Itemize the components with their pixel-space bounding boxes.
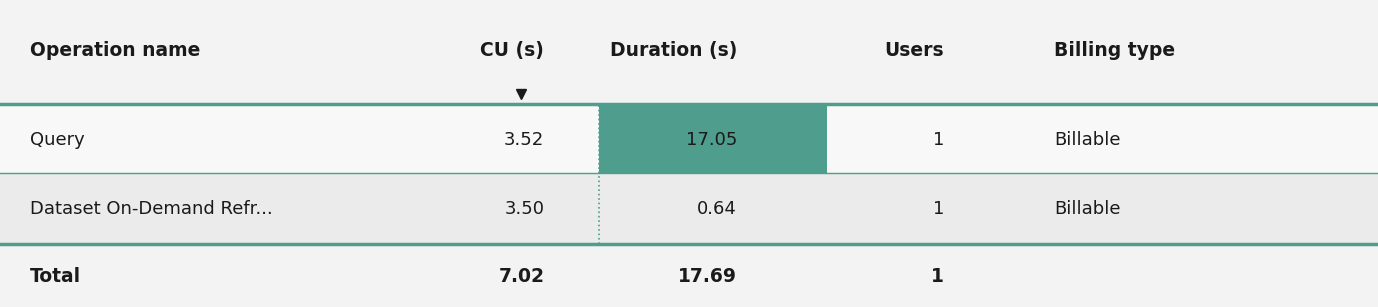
Bar	[599, 103, 827, 173]
Bar	[0, 104, 1378, 173]
Text: Duration (s): Duration (s)	[610, 41, 737, 60]
Text: 1: 1	[932, 267, 944, 286]
Text: Operation name: Operation name	[30, 41, 201, 60]
Text: Users: Users	[885, 41, 944, 60]
Text: 7.02: 7.02	[499, 267, 544, 286]
Text: Total: Total	[30, 267, 81, 286]
Text: 1: 1	[933, 200, 944, 218]
Text: Billable: Billable	[1054, 200, 1120, 218]
Bar	[0, 173, 1378, 244]
Text: CU (s): CU (s)	[481, 41, 544, 60]
Text: 17.69: 17.69	[678, 267, 737, 286]
Text: 17.05: 17.05	[686, 131, 737, 149]
Text: 3.52: 3.52	[504, 131, 544, 149]
Text: Billing type: Billing type	[1054, 41, 1175, 60]
Text: Query: Query	[30, 131, 85, 149]
Text: 1: 1	[933, 131, 944, 149]
Text: 0.64: 0.64	[697, 200, 737, 218]
Text: Dataset On-Demand Refr...: Dataset On-Demand Refr...	[30, 200, 273, 218]
Text: 3.50: 3.50	[504, 200, 544, 218]
Text: Billable: Billable	[1054, 131, 1120, 149]
